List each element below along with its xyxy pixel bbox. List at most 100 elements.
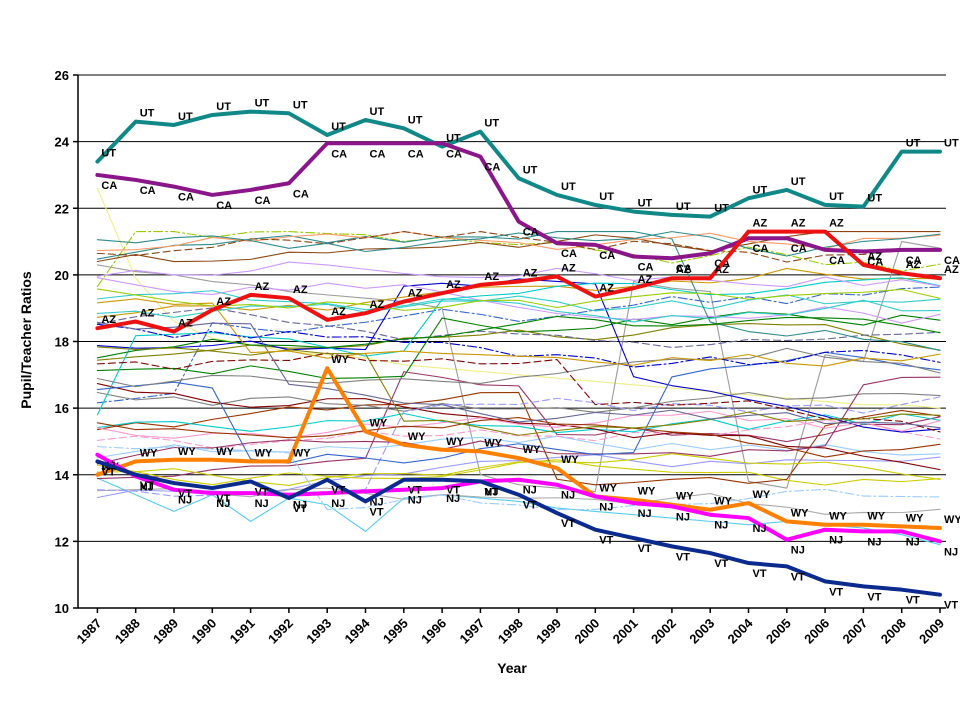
svg-text:WY: WY <box>178 446 196 458</box>
svg-text:WY: WY <box>523 444 541 456</box>
svg-text:NJ: NJ <box>791 545 805 557</box>
svg-text:WY: WY <box>867 511 885 523</box>
svg-text:WY: WY <box>370 417 388 429</box>
svg-text:UT: UT <box>178 111 193 123</box>
svg-text:NJ: NJ <box>714 520 728 532</box>
svg-text:AZ: AZ <box>599 283 614 295</box>
svg-text:2003: 2003 <box>686 616 717 647</box>
x-axis-ticks: 1987 1988 1989 1990 1991 1992 1993 1994 1995 1996… <box>73 608 947 647</box>
series-VT-labels: VT VT VT VT VT VT VT VT VT VT VT VT VT VT VT VT VT VT VT VT… <box>101 466 958 611</box>
svg-text:NJ: NJ <box>216 498 230 510</box>
y-axis-ticks: 10 12 14 16 18 20 22 24 26 <box>55 68 78 616</box>
svg-text:AZ: AZ <box>867 251 882 263</box>
svg-text:NJ: NJ <box>829 535 843 547</box>
svg-text:VT: VT <box>178 488 192 500</box>
svg-text:CA: CA <box>523 227 539 239</box>
svg-text:AZ: AZ <box>523 268 538 280</box>
svg-text:VT: VT <box>331 485 345 497</box>
svg-text:14: 14 <box>55 468 70 483</box>
svg-text:NJ: NJ <box>676 511 690 523</box>
svg-text:UT: UT <box>714 203 729 215</box>
svg-text:1989: 1989 <box>150 616 181 647</box>
svg-text:1992: 1992 <box>265 616 296 647</box>
svg-text:NJ: NJ <box>638 508 652 520</box>
svg-text:AZ: AZ <box>829 218 844 230</box>
y-axis-title: Pupil/Teacher Ratios <box>18 271 34 409</box>
svg-text:VT: VT <box>676 551 690 563</box>
svg-text:AZ: AZ <box>255 281 270 293</box>
svg-text:CA: CA <box>255 195 271 207</box>
svg-text:WY: WY <box>714 496 732 508</box>
svg-text:1997: 1997 <box>456 616 487 647</box>
svg-text:VT: VT <box>829 586 843 598</box>
svg-text:UT: UT <box>906 138 921 150</box>
svg-text:VT: VT <box>867 591 881 603</box>
svg-text:CA: CA <box>561 248 577 260</box>
svg-text:1987: 1987 <box>73 616 104 647</box>
svg-text:WY: WY <box>140 447 158 459</box>
svg-text:NJ: NJ <box>484 486 498 498</box>
svg-text:VT: VT <box>293 503 307 515</box>
svg-text:AZ: AZ <box>753 218 768 230</box>
svg-text:1994: 1994 <box>342 615 374 647</box>
svg-text:WY: WY <box>331 354 349 366</box>
svg-text:UT: UT <box>216 101 231 113</box>
svg-text:1993: 1993 <box>303 616 334 647</box>
svg-text:UT: UT <box>331 121 346 133</box>
svg-text:1995: 1995 <box>380 616 411 647</box>
svg-text:AZ: AZ <box>178 318 193 330</box>
svg-text:VT: VT <box>599 535 613 547</box>
svg-text:AZ: AZ <box>293 284 308 296</box>
svg-text:AZ: AZ <box>791 218 806 230</box>
svg-text:VT: VT <box>255 486 269 498</box>
svg-text:2008: 2008 <box>878 616 909 647</box>
svg-text:NJ: NJ <box>140 481 154 493</box>
svg-text:1988: 1988 <box>112 616 143 647</box>
svg-text:WY: WY <box>638 486 656 498</box>
svg-text:WY: WY <box>255 447 273 459</box>
svg-text:UT: UT <box>676 201 691 213</box>
svg-text:VT: VT <box>944 600 958 612</box>
svg-text:2002: 2002 <box>648 616 679 647</box>
svg-text:VT: VT <box>714 558 728 570</box>
svg-text:AZ: AZ <box>484 271 499 283</box>
svg-text:1999: 1999 <box>533 616 564 647</box>
svg-text:VT: VT <box>753 568 767 580</box>
svg-text:CA: CA <box>944 255 960 267</box>
svg-text:VT: VT <box>906 595 920 607</box>
svg-text:20: 20 <box>55 268 69 283</box>
svg-text:NJ: NJ <box>178 495 192 507</box>
svg-text:AZ: AZ <box>446 279 461 291</box>
svg-text:2000: 2000 <box>571 616 602 647</box>
svg-text:NJ: NJ <box>753 523 767 535</box>
svg-text:WY: WY <box>676 491 694 503</box>
svg-text:CA: CA <box>101 180 117 192</box>
svg-text:UT: UT <box>101 148 116 160</box>
svg-text:WY: WY <box>216 446 234 458</box>
svg-text:UT: UT <box>484 118 499 130</box>
series-UT-labels: UT UT UT UT UT UT UT UT UT UT UT UT UT UT UT UT UT UT UT UT… <box>101 98 959 215</box>
svg-text:1998: 1998 <box>495 616 526 647</box>
svg-text:WY: WY <box>791 507 809 519</box>
svg-text:UT: UT <box>255 98 270 110</box>
svg-text:NJ: NJ <box>523 485 537 497</box>
svg-text:1991: 1991 <box>227 616 258 647</box>
svg-text:NJ: NJ <box>293 500 307 512</box>
svg-text:UT: UT <box>599 191 614 203</box>
svg-text:UT: UT <box>829 191 844 203</box>
gridlines <box>78 74 946 609</box>
svg-text:2006: 2006 <box>801 616 832 647</box>
svg-text:CA: CA <box>638 262 654 274</box>
svg-text:VT: VT <box>140 480 154 492</box>
series-AZ <box>95 229 942 334</box>
series-CA <box>95 141 942 261</box>
svg-text:VT: VT <box>484 486 498 498</box>
svg-text:AZ: AZ <box>561 263 576 275</box>
svg-text:CA: CA <box>599 250 615 262</box>
svg-text:VT: VT <box>638 543 652 555</box>
svg-text:AZ: AZ <box>331 306 346 318</box>
svg-text:16: 16 <box>55 401 69 416</box>
svg-text:UT: UT <box>408 114 423 126</box>
svg-text:AZ: AZ <box>140 308 155 320</box>
